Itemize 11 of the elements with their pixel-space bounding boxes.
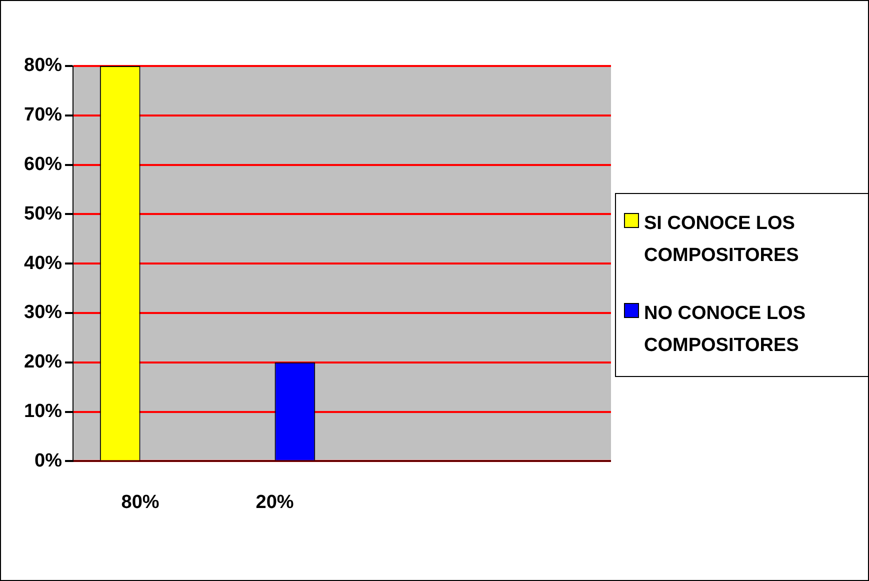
- y-tick-label: 40%: [24, 252, 62, 274]
- y-tick-label: 60%: [24, 154, 62, 176]
- y-tick-label: 20%: [24, 352, 62, 373]
- y-tick-label: 30%: [24, 302, 62, 324]
- legend-label: NO CONOCE LOS COMPOSITORES: [644, 302, 807, 358]
- y-tick-label: 70%: [24, 104, 62, 126]
- legend-label: SI CONOCE LOS COMPOSITORES: [644, 212, 800, 268]
- y-tick-label: 0%: [34, 450, 62, 472]
- y-tick-label: 80%: [24, 55, 62, 76]
- y-tick-label: 10%: [24, 401, 62, 422]
- y-tick-label: 50%: [24, 203, 62, 224]
